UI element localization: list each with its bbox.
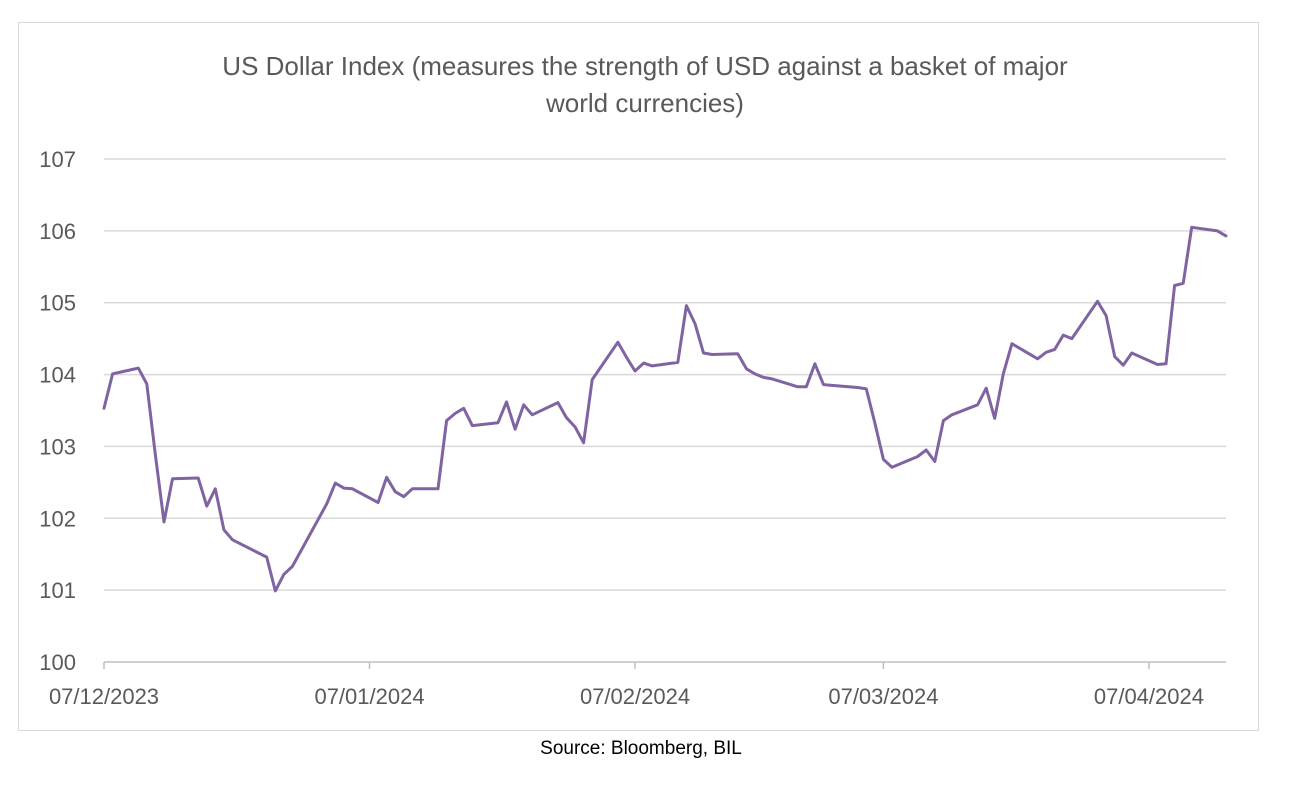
y-tick-label: 107 [39,147,76,172]
series-line [102,225,1228,593]
y-tick-label: 104 [39,363,76,388]
chart-frame [18,22,1259,731]
x-tick-label: 07/04/2024 [1094,684,1204,709]
chart-title-line-2: world currencies) [546,88,744,118]
x-tick-label: 07/01/2024 [314,684,424,709]
x-axis-tick-labels: 07/12/2023 07/01/2024 07/02/2024 07/03/2024… [49,684,1204,709]
x-axis [103,661,1226,669]
y-tick-label: 106 [39,219,76,244]
y-axis-tick-labels: 100 101 102 103 104 105 106 107 [39,147,76,675]
y-tick-label: 102 [39,506,76,531]
source-note: Source: Bloomberg, BIL [540,738,742,759]
x-tick-label: 07/03/2024 [828,684,938,709]
chart-title: US Dollar Index (measures the strength o… [60,48,1230,122]
y-tick-label: 101 [39,578,76,603]
chart-title-line-1: US Dollar Index (measures the strength o… [222,51,1068,81]
y-tick-label: 105 [39,291,76,316]
series-layer [102,225,1228,593]
y-tick-label: 103 [39,434,76,459]
gridlines [104,158,1226,591]
x-tick-label: 07/12/2023 [49,684,159,709]
x-tick-label: 07/02/2024 [580,684,690,709]
y-tick-label: 100 [39,650,76,675]
